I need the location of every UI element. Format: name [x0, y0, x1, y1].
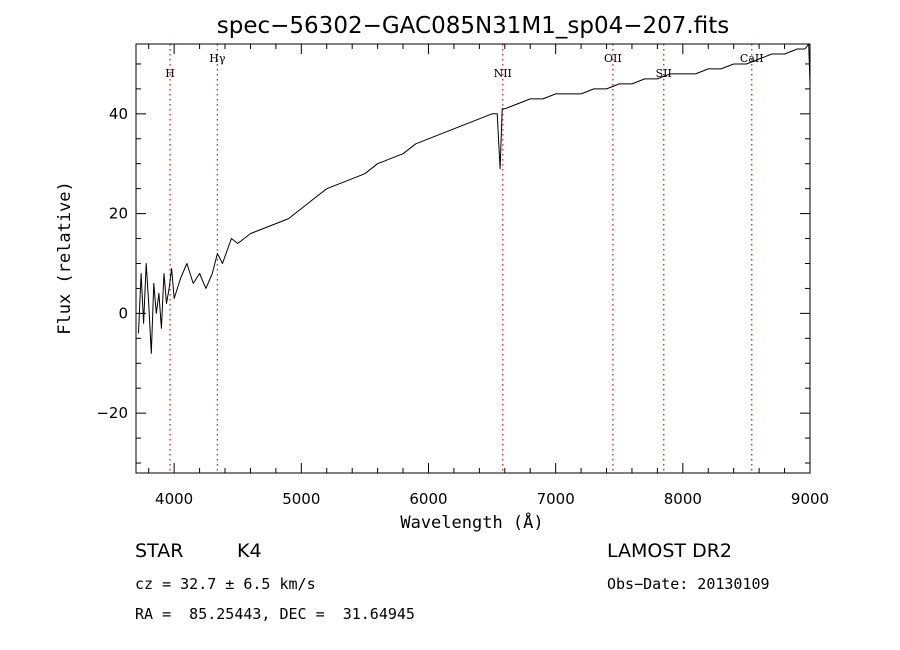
marker-label-1: Hγ — [209, 52, 226, 65]
object-subclass: K4 — [237, 540, 262, 562]
chart-title: spec−56302−GAC085N31M1_sp04−207.fits — [217, 13, 729, 39]
redshift-velocity: cz = 32.7 ± 6.5 km/s — [135, 575, 316, 593]
marker-label-4: SII — [656, 67, 672, 80]
x-tick-label-5: 9000 — [791, 490, 829, 508]
y-tick-label-3: 40 — [109, 105, 128, 123]
sky-coordinates: RA = 85.25443, DEC = 31.64945 — [135, 605, 415, 623]
spectrum-series-layer — [138, 43, 811, 354]
marker-label-0: H — [165, 67, 175, 80]
plot-frame — [135, 43, 811, 474]
x-tick-label-3: 7000 — [537, 490, 575, 508]
y-tick-label-0: −20 — [96, 404, 128, 422]
y-axis-label: Flux (relative) — [55, 181, 75, 335]
marker-label-3: OII — [604, 52, 622, 65]
observation-date: Obs−Date: 20130109 — [607, 575, 770, 593]
x-tick-label-1: 5000 — [282, 490, 320, 508]
line-markers-layer: H Hγ NII OII SII CaII — [165, 44, 764, 473]
spectrum-line-0 — [138, 43, 811, 354]
x-tick-label-4: 8000 — [664, 490, 702, 508]
y-tick-label-2: 20 — [109, 205, 128, 223]
marker-label-5: CaII — [740, 52, 764, 65]
x-tick-label-0: 4000 — [155, 490, 193, 508]
survey-label: LAMOST DR2 — [607, 540, 732, 562]
marker-label-2: NII — [494, 67, 512, 80]
y-tick-label-1: 0 — [118, 304, 128, 322]
x-axis-label: Wavelength (Å) — [400, 511, 543, 533]
x-tick-label-2: 6000 — [409, 490, 447, 508]
object-class: STAR — [135, 540, 184, 562]
axes-layer: 4000 5000 6000 7000 8000 9000 −20 0 20 40 — [96, 43, 829, 508]
